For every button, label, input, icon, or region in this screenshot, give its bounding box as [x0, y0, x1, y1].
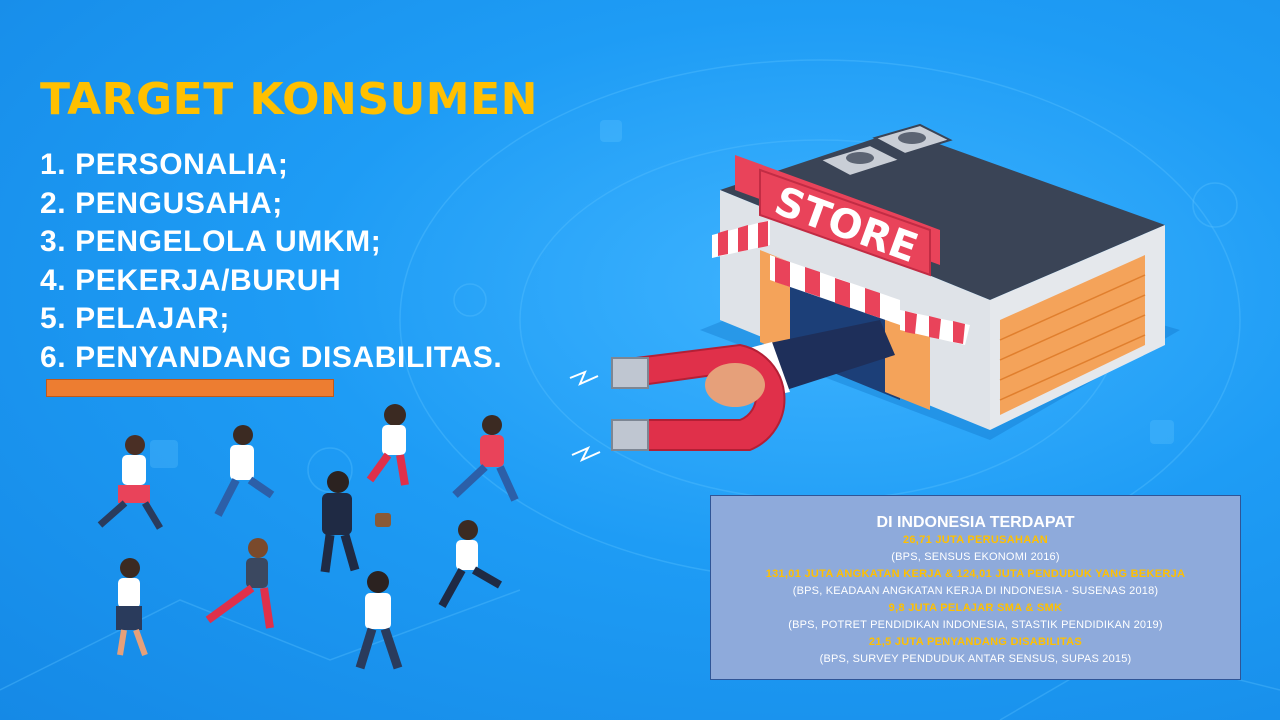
- stat-figure: 26,71 JUTA PERUSAHAAN: [902, 534, 1049, 546]
- stat-figure: 21,5 JUTA PENYANDANG DISABILITAS: [868, 636, 1083, 648]
- list-item: 4. PEKERJA/BURUH: [40, 263, 342, 297]
- accent-bar: [46, 379, 334, 397]
- target-consumer-list: 1. PERSONALIA; 2. PENGUSAHA; 3. PENGELOL…: [40, 146, 502, 377]
- list-item: 1. PERSONALIA;: [40, 148, 289, 181]
- magnet-icon: [569, 320, 895, 463]
- slide-title: TARGET KONSUMEN: [40, 74, 538, 125]
- statistics-box-title: DI INDONESIA TERDAPAT: [876, 514, 1075, 531]
- list-item: 2. PENGUSAHA;: [40, 186, 283, 220]
- stat-source: (BPS, SURVEY PENDUDUK ANTAR SENSUS, SUPA…: [819, 653, 1132, 665]
- people-crowd-icon: [97, 404, 519, 670]
- list-item: 5. PELAJAR;: [40, 302, 230, 335]
- stat-source: (BPS, SENSUS EKONOMI 2016): [891, 551, 1060, 563]
- stat-source: (BPS, KEADAAN ANGKATAN KERJA DI INDONESI…: [792, 585, 1159, 597]
- store-icon: STORE: [700, 123, 1180, 440]
- stat-figure: 131,01 JUTA ANGKATAN KERJA & 124,01 JUTA…: [765, 568, 1186, 580]
- stat-source: (BPS, POTRET PENDIDIKAN INDONESIA, STAST…: [788, 619, 1163, 631]
- list-item: 6. PENYANDANG DISABILITAS.: [40, 340, 503, 374]
- statistics-box: DI INDONESIA TERDAPAT 26,71 JUTA PERUSAH…: [710, 495, 1241, 680]
- stat-figure: 9,8 JUTA PELAJAR SMA & SMK: [888, 602, 1063, 614]
- list-item: 3. PENGELOLA UMKM;: [40, 225, 382, 258]
